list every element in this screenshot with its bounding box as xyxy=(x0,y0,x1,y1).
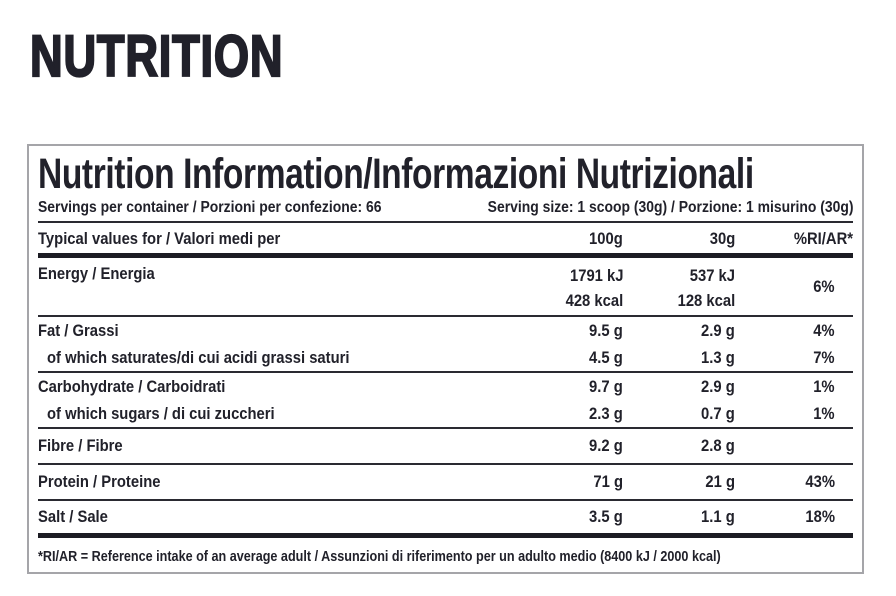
value-100g: 1791 kJ 428 kcal xyxy=(565,266,623,310)
row-label: Carbohydrate / Carboidrati xyxy=(38,376,226,396)
divider-under-servings xyxy=(38,221,853,223)
row-label: Salt / Sale xyxy=(38,507,108,526)
panel-content: Nutrition Information/Informazioni Nutri… xyxy=(29,151,862,577)
row-label: Fat / Grassi xyxy=(38,320,119,340)
value-ri: 4% xyxy=(813,320,835,340)
value-100g: 4.5 g xyxy=(589,347,623,367)
row-label: of which sugars / di cui zuccheri xyxy=(47,403,275,423)
table-row-energy: Energy / Energia 1791 kJ 428 kcal 537 kJ… xyxy=(38,258,853,315)
row-label: Protein / Proteine xyxy=(38,472,161,491)
nutrition-facts-panel: Nutrition Information/Informazioni Nutri… xyxy=(27,144,864,574)
table-row-saturates: of which saturates/di cui acidi grassi s… xyxy=(38,344,853,371)
value-30g: 1.1 g xyxy=(701,507,735,526)
table-row-carbohydrate: Carbohydrate / Carboidrati 9.7 g 2.9 g 1… xyxy=(38,373,853,400)
value-30g: 2.8 g xyxy=(701,436,735,455)
value-100g: 9.7 g xyxy=(589,376,623,396)
row-label: of which saturates/di cui acidi grassi s… xyxy=(47,347,350,367)
row-label: Fibre / Fibre xyxy=(38,436,123,455)
value-100g: 9.5 g xyxy=(589,320,623,340)
row-label: Energy / Energia xyxy=(38,264,155,283)
column-header-30g: 30g xyxy=(709,228,735,248)
panel-title-wrap: Nutrition Information/Informazioni Nutri… xyxy=(38,151,853,198)
servings-row: Servings per container / Porzioni per co… xyxy=(38,199,853,221)
table-row-protein: Protein / Proteine 71 g 21 g 43% xyxy=(38,465,853,499)
value-30g: 1.3 g xyxy=(701,347,735,367)
column-header-label: Typical values for / Valori medi per xyxy=(38,228,281,248)
value-100g: 2.3 g xyxy=(589,403,623,423)
value-100g: 9.2 g xyxy=(589,436,623,455)
value-30g: 2.9 g xyxy=(701,320,735,340)
value-30g: 537 kJ 128 kcal xyxy=(677,266,735,310)
value-30g: 21 g xyxy=(705,472,735,491)
value-ri: 7% xyxy=(813,347,835,367)
footer-bar xyxy=(38,533,853,538)
serving-size: Serving size: 1 scoop (30g) / Porzione: … xyxy=(487,199,854,216)
value-30g: 0.7 g xyxy=(701,403,735,423)
value-ri: 1% xyxy=(813,376,835,396)
table-row-sugars: of which sugars / di cui zuccheri 2.3 g … xyxy=(38,400,853,427)
row-divider xyxy=(38,371,853,373)
table-row-salt: Salt / Sale 3.5 g 1.1 g 18% xyxy=(38,501,853,533)
row-divider xyxy=(38,315,853,317)
column-header-row: Typical values for / Valori medi per 100… xyxy=(38,224,853,253)
value-30g: 2.9 g xyxy=(701,376,735,396)
value-ri: 6% xyxy=(813,276,835,296)
page-title: NUTRITION xyxy=(29,24,284,89)
row-divider xyxy=(38,463,853,465)
value-ri: 18% xyxy=(805,507,835,526)
servings-per-container: Servings per container / Porzioni per co… xyxy=(38,199,382,216)
value-100g: 3.5 g xyxy=(589,507,623,526)
value-ri: 43% xyxy=(805,472,835,491)
column-header-100g: 100g xyxy=(589,228,623,248)
panel-title: Nutrition Information/Informazioni Nutri… xyxy=(38,150,754,198)
row-divider xyxy=(38,499,853,501)
ri-footnote: *RI/AR = Reference intake of an average … xyxy=(38,549,721,565)
row-divider xyxy=(38,427,853,429)
value-100g: 71 g xyxy=(593,472,623,491)
header-bar xyxy=(38,253,853,258)
value-ri xyxy=(735,436,853,456)
table-row-fat: Fat / Grassi 9.5 g 2.9 g 4% xyxy=(38,317,853,344)
column-header-ri: %RI/AR* xyxy=(793,228,853,248)
table-row-fibre: Fibre / Fibre 9.2 g 2.8 g xyxy=(38,429,853,463)
value-ri: 1% xyxy=(813,403,835,423)
